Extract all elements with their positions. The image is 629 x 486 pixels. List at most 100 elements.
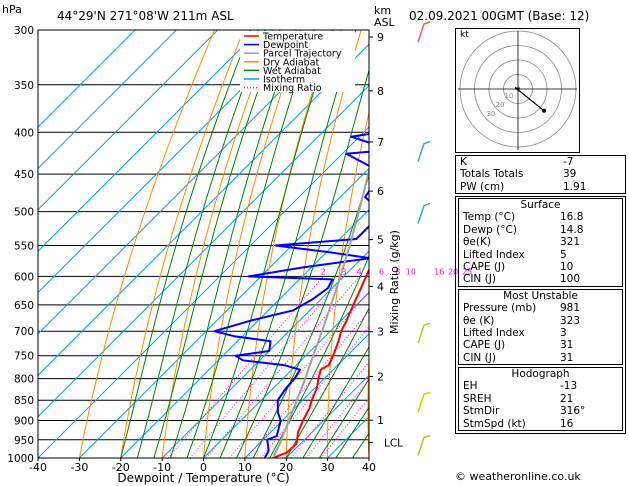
isotherm-line xyxy=(38,43,369,376)
pressure-tick-label: 450 xyxy=(14,169,34,181)
km-tick-label: 6 xyxy=(377,185,384,198)
isotherm-line xyxy=(38,30,343,335)
mu-row-cape: CAPE (J) 31 xyxy=(463,339,574,352)
isotherm-line xyxy=(38,30,219,211)
x-tick-label: -30 xyxy=(70,461,88,474)
wind-barb xyxy=(417,21,431,43)
pressure-tick-label: 900 xyxy=(14,416,34,428)
wet-adiabat-line xyxy=(169,30,297,458)
dry-adiabat-line xyxy=(120,30,245,458)
mixing-ratio-line xyxy=(260,326,369,458)
hodograph-origin-marker xyxy=(516,87,520,91)
mixing-ratio-label: 20 xyxy=(448,267,458,276)
dry-adiabat-line xyxy=(161,30,274,458)
x-tick-label: -40 xyxy=(29,461,47,474)
index-row-totals: Totals Totals 39 xyxy=(460,168,577,181)
dry-adiabat-line xyxy=(78,30,216,458)
wet-adiabat-line xyxy=(136,30,266,458)
series-dewpoint xyxy=(213,132,369,458)
isotherm-line xyxy=(203,291,369,458)
mu-row-li: Lifted Index 3 xyxy=(463,326,567,339)
surface-row-li: Lifted Index 5 xyxy=(463,248,567,261)
hodo-row-stmdir: StmDir 316° xyxy=(463,405,586,418)
pressure-tick-label: 350 xyxy=(14,80,34,92)
km-tick-label: 5 xyxy=(377,234,384,247)
km-tick-label: 8 xyxy=(377,85,384,98)
mixing-ratio-label: 6 xyxy=(379,267,384,276)
mixing-ratio-line xyxy=(246,310,369,458)
index-row-pw: PW (cm) 1.91 xyxy=(460,180,587,193)
isotherm-line xyxy=(38,30,177,170)
hodo-row-stmspd: StmSpd (kt) 16 xyxy=(463,417,574,430)
dry-adiabat-line xyxy=(367,346,369,458)
x-tick-label: 0 xyxy=(200,461,207,474)
pressure-tick-label: 300 xyxy=(14,25,34,37)
legend-entry: Dewpoint xyxy=(263,40,308,51)
mixing-ratio-line xyxy=(167,276,324,458)
dry-adiabat-line xyxy=(327,110,369,458)
pressure-tick-label: 650 xyxy=(14,300,34,312)
wet-adiabat-line xyxy=(269,254,369,458)
hodograph-ring-label: 20 xyxy=(496,101,505,109)
pressure-tick-label: 1000 xyxy=(7,453,34,465)
wet-adiabat-line xyxy=(203,30,335,458)
x-tick-label: -20 xyxy=(112,461,130,474)
isotherm-line xyxy=(38,30,301,294)
surface-row-temp: Temp (°C) 16.8 xyxy=(463,211,584,224)
wet-adiabat-line xyxy=(236,68,369,458)
legend-entry: Parcel Trajectory xyxy=(263,49,342,60)
pressure-tick-label: 550 xyxy=(14,240,34,252)
mu-row-cin: CIN (J) 31 xyxy=(463,351,574,364)
wet-adiabat-line xyxy=(186,30,315,458)
surface-row-dewp: Dewp (°C) 14.8 xyxy=(463,223,584,236)
hpa-label: hPa xyxy=(2,3,22,16)
km-tick-label: 2 xyxy=(377,370,384,383)
isotherm-line xyxy=(244,333,369,458)
hodograph-panel: 10 20 30 kt xyxy=(455,28,580,153)
wind-barb xyxy=(417,434,431,456)
wet-adiabat-line xyxy=(285,307,369,458)
hodograph-title: Hodograph xyxy=(511,368,570,381)
isotherm-line xyxy=(38,30,136,128)
indices-top-table: K -7 Totals Totals 39 PW (cm) 1.91 xyxy=(455,155,626,195)
mixing-ratio-label: 4 xyxy=(357,267,362,276)
dry-adiabat-line xyxy=(244,30,333,458)
isotherm-line xyxy=(161,250,369,458)
mixing-ratio-axis-label: Mixing Ratio (g/kg) xyxy=(388,230,401,334)
pressure-tick-label: 950 xyxy=(14,435,34,447)
lcl-label: LCL xyxy=(384,437,403,449)
pressure-tick-label: 700 xyxy=(14,326,34,338)
mixing-ratio-label: 16 xyxy=(434,267,444,276)
pressure-tick-label: 500 xyxy=(14,207,34,219)
mu-row-pressure: Pressure (mb) 981 xyxy=(463,302,581,315)
hodograph-trace xyxy=(514,86,545,112)
dry-adiabat-line xyxy=(203,30,304,458)
pressure-tick-label: 800 xyxy=(14,374,34,386)
isotherm-line xyxy=(38,126,369,458)
x-axis-label: Dewpoint / Temperature (°C) xyxy=(117,471,289,485)
isotherm-line xyxy=(38,30,260,252)
km-tick-label: 4 xyxy=(377,280,384,293)
wet-adiabat-line xyxy=(153,30,281,458)
mixing-ratio-label: 10 xyxy=(406,267,416,276)
km-tick-label: 1 xyxy=(377,414,384,427)
surface-title: Surface xyxy=(520,199,561,211)
hodograph-ring-label: 10 xyxy=(505,92,514,100)
location-title: 44°29'N 271°08'W 211m ASL xyxy=(57,9,234,23)
series-temperature xyxy=(272,267,369,458)
index-row-k: K -7 xyxy=(460,156,574,168)
surface-row-cape: CAPE (J) 10 xyxy=(463,260,574,273)
pressure-tick-label: 600 xyxy=(14,271,34,283)
asl-label: ASL xyxy=(374,16,395,29)
legend-entry: Temperature xyxy=(262,32,323,43)
x-tick-label: 20 xyxy=(279,461,293,474)
surface-row-cin: CIN (J) 100 xyxy=(463,273,581,286)
x-tick-label: -10 xyxy=(153,461,171,474)
mu-row-thetae: θe (K) 323 xyxy=(463,314,581,327)
legend-entry: Dry Adiabat xyxy=(263,57,320,68)
surface-row-thetae: θe(K) 321 xyxy=(463,236,581,249)
x-tick-label: 40 xyxy=(362,461,376,474)
mixing-ratio-label: 8 xyxy=(395,267,400,276)
wet-adiabat-line xyxy=(302,345,369,458)
